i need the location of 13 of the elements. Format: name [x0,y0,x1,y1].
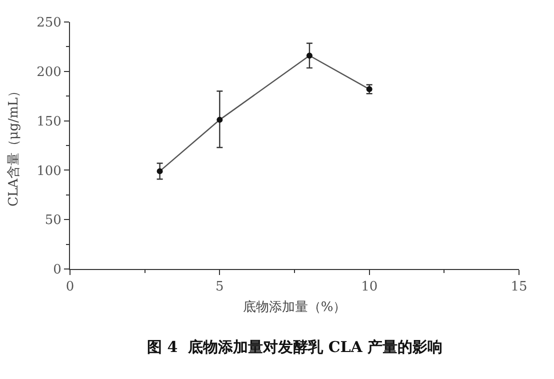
caption: 图 4 底物添加量对发酵乳 CLA 产量的影响 [147,338,443,356]
y-tick-label: 0 [53,262,62,278]
x-axis-title: 底物添加量（%） [242,300,346,316]
x-tick-label: 15 [510,280,528,295]
y-axis-title: CLA含量（μg/mL） [6,84,22,207]
y-tick-label: 100 [36,164,62,179]
x-tick-label: 10 [361,280,378,295]
y-tick-label: 50 [44,213,62,228]
x-tick-label: 0 [66,280,74,295]
x-tick-label: 5 [216,280,224,295]
y-tick-label: 200 [36,64,62,80]
y-tick-label: 150 [36,114,62,130]
y-tick-label: 250 [36,16,62,31]
